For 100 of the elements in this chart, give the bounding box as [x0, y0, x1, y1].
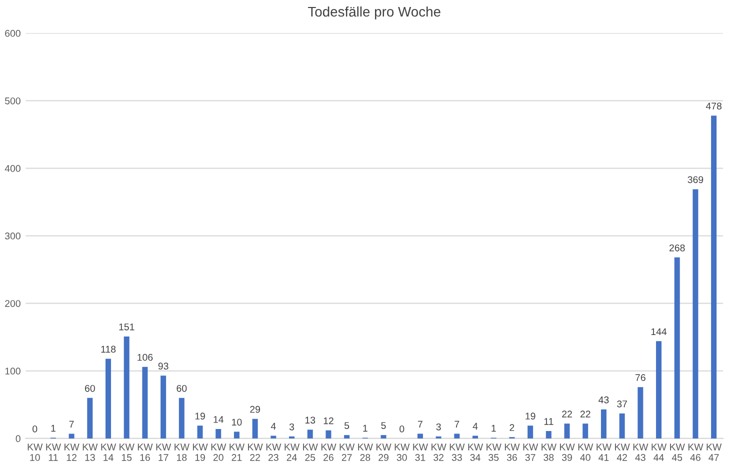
bar: [600, 409, 606, 438]
x-tick-label: KW 34: [468, 444, 484, 461]
x-tick-label: KW 21: [230, 444, 245, 461]
data-label: 2: [510, 424, 514, 431]
bar: [454, 434, 460, 438]
data-label: 5: [381, 422, 386, 429]
x-tick-label: KW 43: [633, 444, 648, 461]
data-label: 4: [270, 422, 276, 430]
data-label: 4: [472, 422, 478, 430]
data-label: 151: [119, 324, 134, 330]
data-label: 22: [580, 410, 590, 418]
x-tick-label: KW 30: [394, 444, 410, 461]
x-tick-label: KW 12: [64, 444, 80, 461]
x-tick-label: KW 40: [578, 444, 594, 461]
x-tick-label: KW 27: [340, 444, 355, 461]
bar: [68, 434, 74, 438]
x-tick-label: KW 15: [120, 444, 134, 461]
x-tick-label: KW 42: [615, 444, 630, 461]
x-tick-label: KW 24: [284, 444, 300, 461]
data-label: 7: [418, 420, 422, 428]
data-label: 478: [706, 102, 722, 110]
x-tick-label: KW 36: [504, 444, 520, 461]
data-label: 106: [138, 354, 153, 361]
data-label: 268: [669, 244, 685, 252]
chart-title: Todesfälle pro Woche: [308, 6, 440, 20]
data-label: 12: [324, 417, 334, 424]
bar: [582, 424, 588, 438]
bar: [380, 435, 386, 438]
x-tick-label: KW 35: [486, 444, 502, 461]
bar: [124, 336, 130, 438]
x-tick-label: KW 45: [670, 444, 685, 461]
x-tick-label: KW 28: [358, 444, 373, 461]
bar: [106, 358, 112, 438]
bar: [564, 424, 570, 438]
y-tick-label: 600: [5, 30, 20, 37]
bar: [234, 432, 240, 438]
data-label: 19: [526, 412, 536, 420]
data-label: 1: [363, 424, 368, 432]
bar: [674, 257, 680, 438]
data-label: 0: [32, 425, 38, 432]
data-label: 11: [544, 418, 554, 425]
data-label: 22: [562, 410, 572, 418]
data-label: 0: [400, 425, 404, 432]
x-tick-label: KW 13: [82, 444, 98, 461]
data-label: 7: [69, 420, 74, 428]
x-tick-label: KW 32: [432, 444, 446, 461]
x-tick-label: KW 29: [376, 444, 392, 461]
x-tick-label: KW 44: [652, 444, 667, 461]
data-label: 60: [85, 384, 95, 392]
data-label: 93: [158, 362, 168, 370]
x-tick-label: KW 47: [706, 444, 722, 461]
bar: [619, 413, 625, 438]
data-label: 3: [436, 423, 441, 430]
data-label: 10: [232, 418, 242, 426]
data-label: 7: [454, 420, 460, 428]
data-label: 29: [250, 406, 260, 413]
bar: [692, 189, 698, 438]
x-tick-label: KW 38: [542, 444, 556, 461]
data-label: 76: [636, 374, 646, 382]
x-tick-label: KW 39: [560, 444, 575, 461]
data-label: 13: [305, 416, 316, 424]
y-tick-label: 100: [5, 368, 20, 375]
bar: [656, 341, 662, 438]
data-label: 60: [176, 384, 187, 392]
data-label: 37: [617, 400, 627, 408]
data-label: 118: [101, 346, 116, 353]
bar: [178, 398, 184, 438]
y-tick-label: 400: [4, 165, 20, 172]
x-tick-label: KW 26: [321, 444, 336, 461]
x-tick-label: KW 11: [46, 444, 62, 461]
x-tick-label: KW 20: [211, 444, 226, 461]
bar: [216, 428, 222, 438]
x-tick-label: KW 16: [138, 444, 153, 461]
data-label: 3: [289, 423, 294, 430]
bar: [197, 426, 203, 438]
data-label: 19: [195, 412, 205, 420]
data-label: 144: [651, 328, 667, 335]
data-label: 43: [598, 396, 609, 404]
data-label: 1: [492, 424, 496, 432]
x-tick-label: KW 23: [266, 444, 282, 461]
bar: [417, 434, 423, 438]
x-tick-label: KW 46: [688, 444, 704, 461]
y-tick-label: 0: [16, 435, 20, 442]
bar: [344, 435, 350, 438]
x-tick-label: KW 37: [523, 444, 538, 461]
x-tick-label: KW 18: [174, 444, 190, 461]
x-tick-label: KW 25: [303, 444, 318, 461]
x-tick-label: KW 31: [413, 444, 428, 461]
bar: [528, 426, 534, 438]
bar: [87, 398, 93, 438]
bar: [711, 116, 717, 438]
x-tick-label: KW 17: [156, 444, 172, 461]
bar: [326, 430, 332, 438]
x-tick-label: KW 41: [596, 444, 612, 461]
data-label: 5: [344, 422, 350, 429]
bar: [546, 431, 552, 438]
bar: [252, 418, 258, 438]
data-label: 14: [214, 416, 224, 423]
y-tick-label: 200: [5, 300, 20, 307]
bar: [270, 436, 276, 438]
